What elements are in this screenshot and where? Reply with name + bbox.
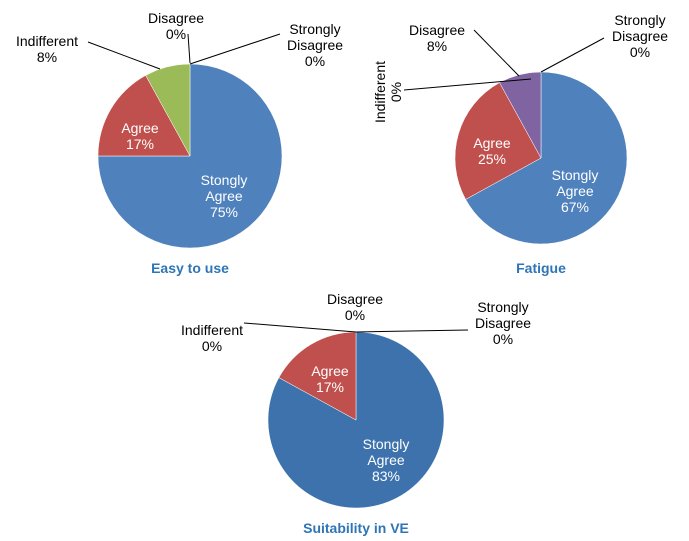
data-label: Indifferent 0% bbox=[181, 322, 243, 354]
category-label: Strongly Disagree bbox=[286, 21, 344, 53]
category-label: Disagree bbox=[326, 291, 384, 307]
leader-line bbox=[243, 322, 357, 333]
data-label: Agree 25% bbox=[462, 135, 522, 167]
pie-slice bbox=[278, 331, 357, 421]
category-label: Disagree bbox=[147, 10, 205, 26]
pie-slice bbox=[465, 71, 628, 245]
value-label: 17% bbox=[315, 379, 345, 395]
data-label: Strongly Disagree 0% bbox=[600, 12, 680, 60]
category-label: Indifferent bbox=[181, 322, 244, 338]
pie-slice bbox=[454, 82, 542, 200]
data-label: Indifferent 8% bbox=[2, 33, 92, 65]
data-label: Strongly Disagree 0% bbox=[463, 299, 543, 347]
leader-line bbox=[540, 37, 605, 73]
value-label: 75% bbox=[209, 204, 239, 220]
leader-line bbox=[473, 29, 520, 77]
data-label: Indifferent 0% bbox=[372, 42, 404, 142]
data-label: Disagree 0% bbox=[136, 10, 216, 42]
data-label: Strongly Disagree 0% bbox=[275, 21, 355, 69]
category-label: Agree bbox=[473, 135, 511, 151]
value-label: 17% bbox=[125, 136, 155, 152]
category-label: Indifferent bbox=[15, 33, 78, 49]
chart-title: Fatigue bbox=[516, 260, 566, 276]
category-label: Strongly Disagree bbox=[474, 299, 532, 331]
data-label: Stongly Agree 83% bbox=[351, 436, 421, 484]
chart-title: Suitability in VE bbox=[303, 520, 409, 536]
value-label: 8% bbox=[36, 49, 58, 65]
leader-line bbox=[87, 41, 161, 70]
pie-slice bbox=[145, 63, 191, 157]
pie-slice bbox=[97, 75, 191, 157]
category-label: Stongly Agree bbox=[200, 172, 248, 204]
leader-line bbox=[403, 78, 532, 91]
data-label: Agree 17% bbox=[300, 363, 360, 395]
leader-line bbox=[355, 329, 469, 333]
value-label: 0% bbox=[165, 26, 187, 42]
value-label: 0% bbox=[304, 53, 326, 69]
value-label: 25% bbox=[477, 151, 507, 167]
value-label: 83% bbox=[371, 468, 401, 484]
leader-line bbox=[189, 33, 281, 65]
leader-line bbox=[187, 33, 191, 64]
data-label: Stongly Agree 67% bbox=[540, 167, 610, 215]
category-label: Agree bbox=[311, 363, 349, 379]
category-label: Stongly Agree bbox=[551, 167, 599, 199]
chart-title: Easy to use bbox=[151, 260, 229, 276]
value-label: 67% bbox=[560, 199, 590, 215]
category-label: Stongly Agree bbox=[362, 436, 410, 468]
value-label: 0% bbox=[344, 307, 366, 323]
data-label: Disagree 8% bbox=[397, 22, 477, 54]
category-label: Agree bbox=[121, 120, 159, 136]
value-label: 0% bbox=[201, 338, 223, 354]
pie-slice bbox=[499, 71, 542, 159]
data-label: Disagree 0% bbox=[315, 291, 395, 323]
category-label: Indifferent bbox=[372, 61, 388, 124]
value-label: 0% bbox=[629, 44, 651, 60]
data-label: Agree 17% bbox=[110, 120, 170, 152]
value-label: 0% bbox=[492, 331, 514, 347]
pie-slice bbox=[97, 63, 283, 249]
category-label: Strongly Disagree bbox=[611, 12, 669, 44]
category-label: Disagree bbox=[408, 22, 466, 38]
data-label: Stongly Agree 75% bbox=[189, 172, 259, 220]
value-label: 0% bbox=[388, 81, 404, 103]
value-label: 8% bbox=[426, 38, 448, 54]
